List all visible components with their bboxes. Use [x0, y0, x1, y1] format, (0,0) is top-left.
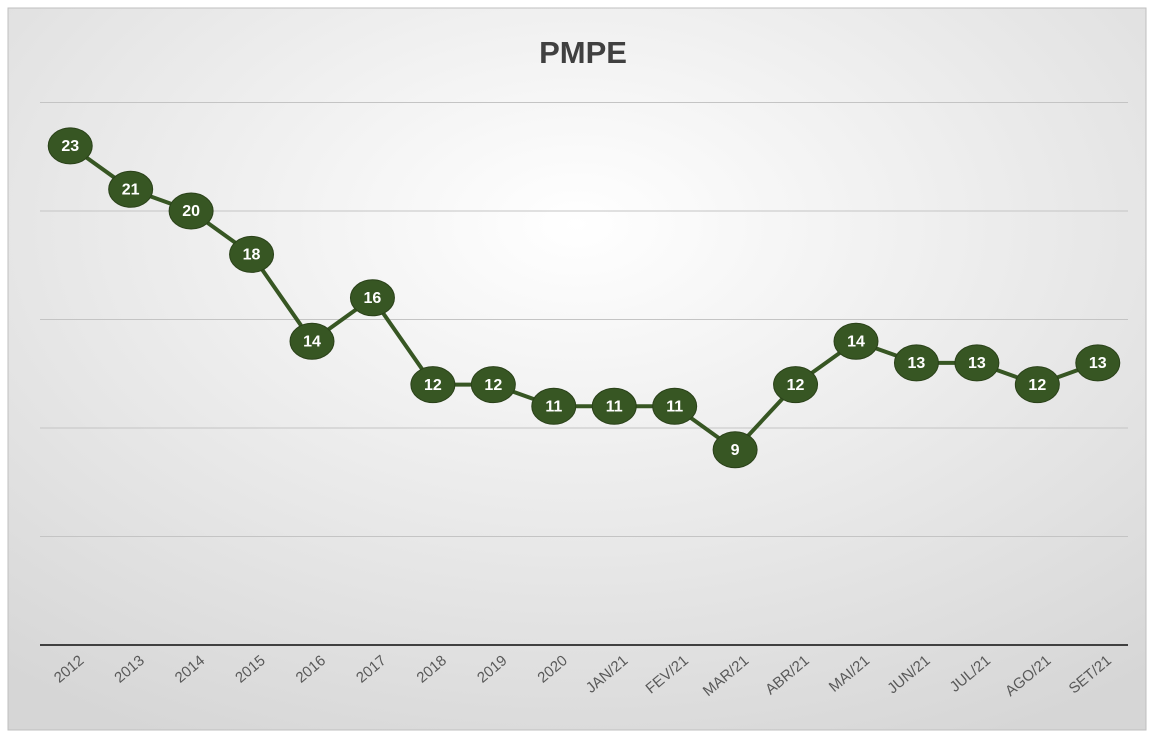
marker	[833, 322, 879, 360]
data-label: 14	[847, 333, 865, 350]
data-label: 11	[666, 399, 683, 416]
data-label: 12	[424, 377, 442, 394]
marker	[470, 366, 516, 404]
data-label: 11	[606, 399, 623, 416]
data-label: 12	[787, 377, 805, 394]
data-label: 12	[484, 377, 502, 394]
data-label: 14	[303, 333, 321, 350]
marker	[168, 192, 214, 230]
marker	[1075, 344, 1121, 382]
data-label: 23	[61, 138, 79, 155]
data-label: 16	[364, 290, 382, 307]
marker	[773, 366, 819, 404]
marker	[1014, 366, 1060, 404]
data-label: 13	[908, 355, 926, 372]
marker	[954, 344, 1000, 382]
marker	[289, 322, 335, 360]
data-label: 12	[1028, 377, 1046, 394]
data-label: 13	[968, 355, 986, 372]
marker	[531, 387, 577, 425]
data-label: 20	[182, 203, 200, 220]
marker	[410, 366, 456, 404]
marker	[108, 170, 154, 208]
marker	[229, 235, 275, 273]
data-label: 9	[731, 442, 740, 459]
marker	[893, 344, 939, 382]
data-label: 21	[122, 182, 140, 199]
data-label: 13	[1089, 355, 1107, 372]
marker	[712, 431, 758, 469]
data-label: 11	[545, 399, 562, 416]
marker	[349, 279, 395, 317]
marker	[652, 387, 698, 425]
chart-title: PMPE	[539, 35, 627, 70]
marker	[591, 387, 637, 425]
data-label: 18	[243, 247, 261, 264]
marker	[47, 127, 93, 165]
